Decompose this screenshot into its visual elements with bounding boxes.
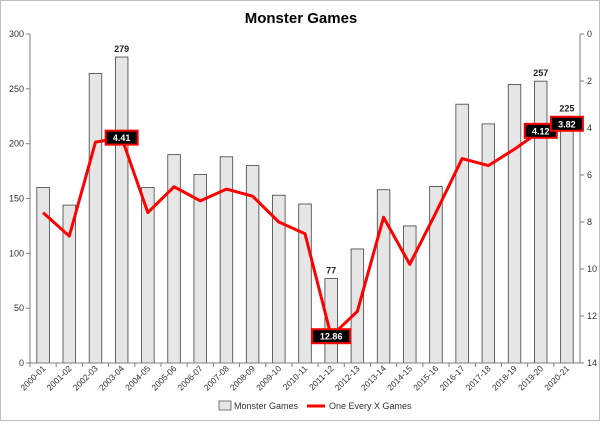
x-tick-label: 2018-19 [490,363,519,392]
bar-data-label: 257 [533,68,548,78]
left-axis: 0 50 100 150 200 250 300 [9,29,31,368]
right-tick-label: 0 [587,29,592,39]
x-tick-label: 2004-05 [123,363,152,392]
bar-data-label: 225 [559,103,574,113]
bar [376,189,391,364]
legend: Monster Games One Every X Games [218,400,412,411]
bar-data-label: 77 [326,266,336,276]
right-tick-label: 12 [587,311,597,321]
left-tick-label: 100 [9,248,24,258]
right-tick-label: 8 [587,217,592,227]
bar [298,203,312,364]
bar [507,84,522,364]
x-tick-label: 2013-14 [359,363,388,392]
x-tick-label: 2015-16 [411,363,440,392]
bar [455,103,469,364]
bar [403,225,417,364]
x-tick-label: 2012-13 [333,363,362,392]
bar-data-label: 279 [114,44,129,54]
x-tick-label: 2017-18 [464,363,493,392]
right-tick-label: 6 [587,170,592,180]
left-tick-label: 200 [9,139,24,149]
bar [193,173,207,364]
bar [62,204,76,364]
data-labels-group: 279 77 257 225 4.41 12.86 4.12 3.82 [104,44,584,345]
x-tick-label: 2007-08 [202,363,231,392]
x-tick-label: 2003-04 [97,363,126,392]
line-data-label: 4.41 [113,133,131,143]
bars-group [36,56,574,364]
x-tick-label: 2006-07 [176,363,205,392]
left-tick-label: 150 [9,194,24,204]
bar [88,73,103,364]
right-tick-label: 14 [587,358,597,368]
line-data-label-box [549,115,584,132]
right-tick-label: 10 [587,264,597,274]
x-tick-label: 2009-10 [254,363,283,392]
legend-label-bars: Monster Games [234,401,299,411]
x-tick-label: 2019-20 [516,363,545,392]
chart-title: Monster Games [245,10,358,27]
x-tick-label: 2001-02 [45,363,74,392]
right-tick-label: 2 [587,76,592,86]
legend-label-line: One Every X Games [329,401,412,411]
line-data-label-box [311,328,352,345]
bar [114,56,129,364]
line-data-label-box [104,129,139,146]
x-tick-label: 2016-17 [437,363,466,392]
bar [560,115,574,364]
right-axis: 0 2 4 6 8 10 12 14 [579,29,597,368]
x-tick-label: 2010-11 [281,363,310,392]
left-tick-label: 300 [9,29,24,39]
left-tick-label: 0 [19,358,24,368]
right-tick-label: 4 [587,123,592,133]
line-data-label: 3.82 [558,119,576,129]
x-tick-label: 2011-12 [307,363,336,392]
x-axis: 2000-012001-022002-032003-042004-052005-… [18,362,580,392]
line-series [42,122,568,338]
x-tick-label: 2008-09 [228,363,257,392]
x-tick-label: 2020-21 [542,363,571,392]
line-group [42,122,568,338]
line-data-label: 12.86 [320,332,343,342]
bar [481,123,496,364]
x-tick-label: 2002-03 [71,363,100,392]
left-tick-label: 250 [9,84,24,94]
line-data-label: 4.12 [532,126,550,136]
x-tick-label: 2005-06 [149,363,178,392]
legend-swatch-bars [218,400,232,411]
left-tick-label: 50 [14,303,24,313]
x-tick-label: 2014-15 [385,363,414,392]
